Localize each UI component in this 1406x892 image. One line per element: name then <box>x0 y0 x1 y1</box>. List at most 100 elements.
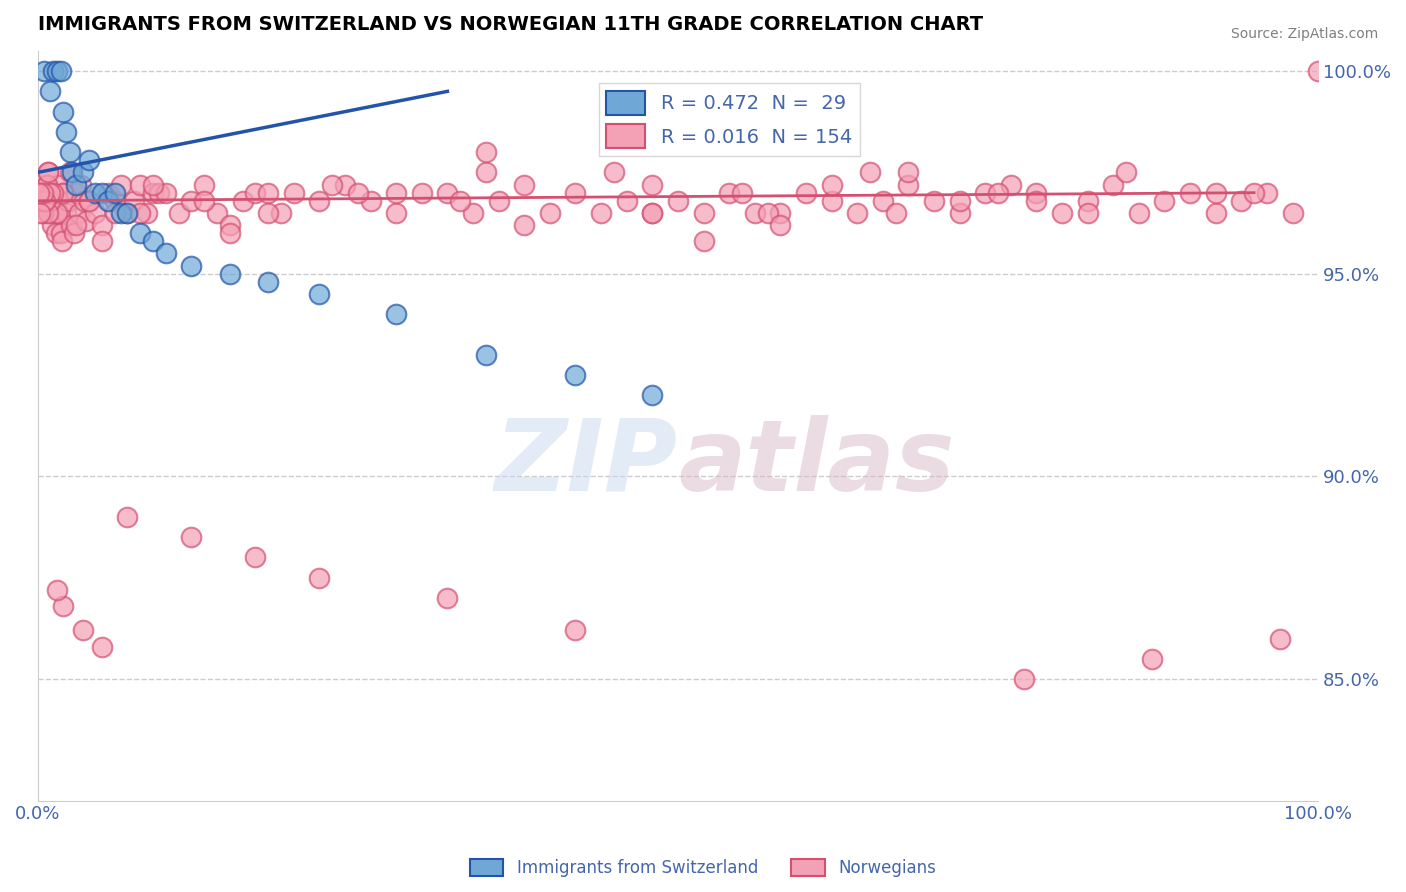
Point <box>35 178 58 192</box>
Point <box>193 178 215 192</box>
Point <box>55 125 77 139</box>
Point <box>922 194 945 208</box>
Point <box>718 186 741 200</box>
Point <box>32 64 55 78</box>
Point <box>436 591 458 605</box>
Point <box>52 104 75 119</box>
Point <box>39 186 62 200</box>
Legend: R = 0.472  N =  29, R = 0.016  N = 154: R = 0.472 N = 29, R = 0.016 N = 154 <box>599 83 859 156</box>
Point <box>75 214 97 228</box>
Point <box>564 624 586 638</box>
Point <box>39 206 62 220</box>
Point <box>129 178 152 192</box>
Point <box>142 186 165 200</box>
Point <box>142 235 165 249</box>
Point <box>28 186 51 200</box>
Point <box>232 194 254 208</box>
Point <box>31 186 53 200</box>
Point <box>846 206 869 220</box>
Point <box>103 186 125 200</box>
Point <box>1077 194 1099 208</box>
Point <box>385 307 408 321</box>
Point <box>31 194 53 208</box>
Point <box>949 194 972 208</box>
Point <box>385 186 408 200</box>
Point <box>52 599 75 613</box>
Point <box>77 153 100 168</box>
Point <box>1308 64 1330 78</box>
Point <box>731 186 754 200</box>
Point <box>308 287 330 301</box>
Point <box>245 186 267 200</box>
Point <box>1000 178 1022 192</box>
Point <box>34 194 56 208</box>
Text: ZIP: ZIP <box>495 415 678 512</box>
Point <box>820 178 842 192</box>
Point <box>103 206 125 220</box>
Point <box>321 178 343 192</box>
Point <box>1268 632 1291 646</box>
Point <box>77 194 100 208</box>
Point <box>42 64 65 78</box>
Point <box>122 194 145 208</box>
Point <box>475 145 498 160</box>
Point <box>167 206 190 220</box>
Point <box>692 235 714 249</box>
Point <box>641 206 664 220</box>
Text: Source: ZipAtlas.com: Source: ZipAtlas.com <box>1230 27 1378 41</box>
Point <box>46 178 69 192</box>
Point <box>513 218 536 232</box>
Point <box>538 206 561 220</box>
Point <box>110 206 132 220</box>
Point <box>475 348 498 362</box>
Point <box>45 206 67 220</box>
Point <box>974 186 997 200</box>
Point <box>475 165 498 179</box>
Point <box>62 226 84 240</box>
Point <box>1077 206 1099 220</box>
Point <box>45 226 67 240</box>
Point <box>1153 194 1175 208</box>
Point <box>180 259 202 273</box>
Point <box>97 194 120 208</box>
Point <box>1256 186 1278 200</box>
Point <box>591 206 613 220</box>
Point <box>1281 206 1303 220</box>
Point <box>564 186 586 200</box>
Point <box>110 178 132 192</box>
Point <box>308 571 330 585</box>
Point <box>436 186 458 200</box>
Point <box>641 206 664 220</box>
Point <box>90 235 112 249</box>
Point <box>77 194 100 208</box>
Point <box>45 64 67 78</box>
Point <box>72 624 94 638</box>
Point <box>346 186 368 200</box>
Point <box>884 206 907 220</box>
Point <box>73 194 96 208</box>
Point <box>30 186 52 200</box>
Point <box>37 165 59 179</box>
Point <box>820 194 842 208</box>
Point <box>39 84 62 98</box>
Point <box>49 64 72 78</box>
Point <box>257 206 280 220</box>
Point <box>90 186 112 200</box>
Point <box>49 226 72 240</box>
Point <box>308 194 330 208</box>
Point <box>1128 206 1150 220</box>
Point <box>65 178 87 192</box>
Point <box>70 178 93 192</box>
Point <box>52 186 75 200</box>
Point <box>135 206 157 220</box>
Point <box>142 178 165 192</box>
Point <box>59 145 82 160</box>
Point <box>385 206 408 220</box>
Point <box>1140 652 1163 666</box>
Point <box>180 194 202 208</box>
Point <box>897 178 920 192</box>
Point <box>218 218 240 232</box>
Point <box>67 206 90 220</box>
Legend: Immigrants from Switzerland, Norwegians: Immigrants from Switzerland, Norwegians <box>464 852 942 884</box>
Text: atlas: atlas <box>678 415 955 512</box>
